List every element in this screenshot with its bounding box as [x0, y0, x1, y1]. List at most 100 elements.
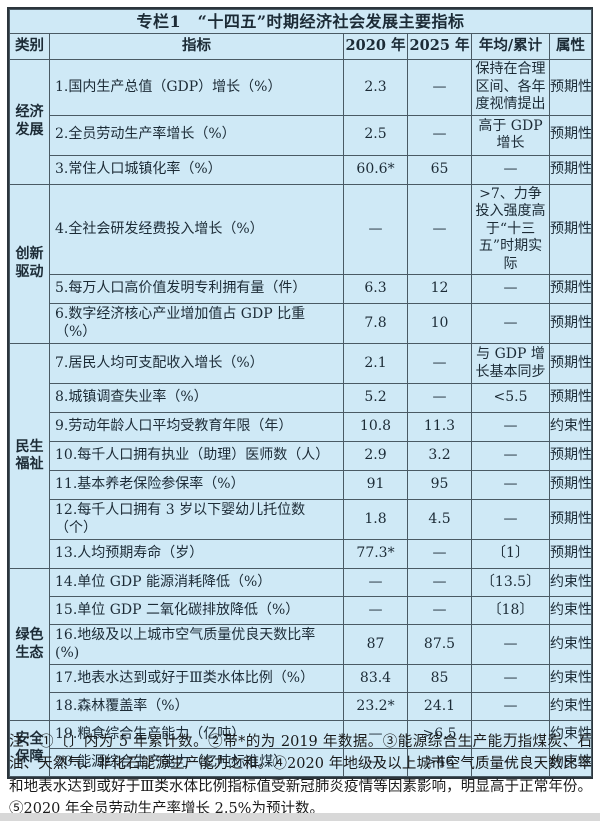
value-2020-cell: —: [343, 568, 408, 597]
attribute-cell: 预期性: [548, 539, 593, 569]
value-2025-cell: 85: [407, 664, 472, 693]
value-2025-cell: 3.2: [407, 441, 472, 471]
indicator-cell: 3.常住人口城镇化率（%）: [49, 154, 344, 185]
table-row: 18.森林覆盖率（%） 23.2* 24.1 — 约束性: [10, 692, 593, 721]
attribute-cell: 预期性: [548, 470, 593, 500]
indicator-cell: 18.森林覆盖率（%）: [49, 692, 344, 721]
annual-cell: —: [471, 692, 550, 721]
indicators-table: 专栏1 “十四五”时期经济社会发展主要指标 类别 指标 2020 年 2025 …: [7, 7, 593, 779]
indicator-cell: 4.全社会研发经费投入增长（%）: [49, 183, 344, 275]
annual-cell: —: [471, 624, 550, 665]
category-cell-innovation-driven: 创新驱动: [9, 183, 50, 344]
attribute-cell: 约束性: [548, 664, 593, 693]
table-row: 3.常住人口城镇化率（%） 60.6* 65 — 预期性: [10, 154, 593, 185]
indicator-cell: 6.数字经济核心产业增加值占 GDP 比重（%）: [49, 303, 344, 344]
value-2025-cell: 11.3: [407, 412, 472, 442]
annual-cell: 〔13.5〕: [471, 568, 550, 597]
annual-cell: 保持在合理区间、各年度视情提出: [471, 59, 550, 116]
table-row: 2.全员劳动生产率增长（%） 2.5 — 高于 GDP 增长 预期性: [10, 114, 593, 156]
annual-cell: —: [471, 154, 550, 185]
value-2025-cell: 4.5: [407, 499, 472, 540]
attribute-cell: 约束性: [548, 596, 593, 625]
value-2025-cell: 95: [407, 470, 472, 500]
table-row: 9.劳动年龄人口平均受教育年限（年） 10.8 11.3 — 约束性: [10, 412, 593, 442]
column-header-attribute: 属性: [548, 33, 593, 60]
table-row: 8.城镇调查失业率（%） 5.2 — <5.5 预期性: [10, 383, 593, 413]
indicator-cell: 20.能源综合生产能力（亿吨标准煤）: [49, 748, 344, 777]
table-row: 6.数字经济核心产业增加值占 GDP 比重（%） 7.8 10 — 预期性: [10, 303, 593, 344]
table-row: 5.每万人口高价值发明专利拥有量（件） 6.3 12 — 预期性: [10, 274, 593, 304]
bottom-edge-strip: [0, 813, 600, 821]
indicator-cell: 12.每千人口拥有 3 岁以下婴幼儿托位数（个）: [49, 499, 344, 540]
value-2020-cell: 1.8: [343, 499, 408, 540]
annual-cell: —: [471, 748, 550, 777]
attribute-cell: 预期性: [548, 441, 593, 471]
value-2020-cell: 6.3: [343, 274, 408, 304]
indicator-cell: 9.劳动年龄人口平均受教育年限（年）: [49, 412, 344, 442]
value-2025-cell: >6.5: [407, 720, 472, 749]
value-2020-cell: 2.1: [343, 343, 408, 384]
indicator-cell: 1.国内生产总值（GDP）增长（%）: [49, 59, 344, 116]
value-2025-cell: 87.5: [407, 624, 472, 665]
annual-cell: 高于 GDP 增长: [471, 114, 550, 156]
attribute-cell: 约束性: [548, 748, 593, 777]
category-cell-livelihood-wellbeing: 民生福祉: [9, 343, 50, 569]
value-2020-cell: —: [343, 720, 408, 749]
value-2020-cell: —: [343, 596, 408, 625]
category-cell-economic-development: 经济发展: [9, 59, 50, 185]
table-title: 专栏1 “十四五”时期经济社会发展主要指标: [8, 9, 593, 34]
table-row: 11.基本养老保险参保率（%） 91 95 — 预期性: [10, 470, 593, 500]
value-2025-cell: >46: [407, 748, 472, 777]
annual-cell: —: [471, 664, 550, 693]
attribute-cell: 约束性: [548, 412, 593, 442]
value-2025-cell: —: [407, 183, 472, 275]
annual-cell: —: [471, 441, 550, 471]
attribute-cell: 预期性: [548, 154, 593, 185]
annual-cell: —: [471, 303, 550, 344]
indicator-cell: 14.单位 GDP 能源消耗降低（%）: [49, 568, 344, 597]
value-2025-cell: 10: [407, 303, 472, 344]
attribute-cell: 预期性: [548, 114, 593, 156]
indicator-cell: 8.城镇调查失业率（%）: [49, 383, 344, 413]
value-2020-cell: 91: [343, 470, 408, 500]
value-2020-cell: 5.2: [343, 383, 408, 413]
value-2025-cell: —: [407, 568, 472, 597]
annual-cell: —: [471, 412, 550, 442]
category-cell-green-ecology: 绿色生态: [9, 568, 50, 721]
indicator-cell: 16.地级及以上城市空气质量优良天数比率(%): [49, 624, 344, 665]
attribute-cell: 预期性: [548, 303, 593, 344]
table-title-row: 专栏1 “十四五”时期经济社会发展主要指标: [8, 9, 593, 34]
value-2020-cell: 2.3: [343, 59, 408, 116]
value-2020-cell: 87: [343, 624, 408, 665]
annual-cell: 与 GDP 增长基本同步: [471, 343, 550, 384]
value-2025-cell: —: [407, 343, 472, 384]
table-row: 20.能源综合生产能力（亿吨标准煤） — >46 — 约束性: [10, 748, 593, 777]
table-row: 17.地表水达到或好于Ⅲ类水体比例（%） 83.4 85 — 约束性: [10, 664, 593, 693]
indicator-cell: 13.人均预期寿命（岁）: [49, 539, 344, 569]
value-2025-cell: 12: [407, 274, 472, 304]
annual-cell: >7、力争投入强度高于“十三五”时期实际: [471, 183, 550, 275]
indicator-cell: 10.每千人口拥有执业（助理）医师数（人）: [49, 441, 344, 471]
column-header-2025: 2025 年: [407, 33, 472, 60]
value-2020-cell: 2.9: [343, 441, 408, 471]
table-row: 10.每千人口拥有执业（助理）医师数（人） 2.9 3.2 — 预期性: [10, 441, 593, 471]
attribute-cell: 约束性: [548, 624, 593, 665]
value-2025-cell: —: [407, 114, 472, 156]
indicator-cell: 5.每万人口高价值发明专利拥有量（件）: [49, 274, 344, 304]
indicator-cell: 11.基本养老保险参保率（%）: [49, 470, 344, 500]
value-2025-cell: 65: [407, 154, 472, 185]
annual-cell: 〔1〕: [471, 539, 550, 569]
indicator-cell: 7.居民人均可支配收入增长（%）: [49, 343, 344, 384]
value-2020-cell: 83.4: [343, 664, 408, 693]
table-row: 13.人均预期寿命（岁） 77.3* — 〔1〕 预期性: [10, 539, 593, 569]
value-2020-cell: 7.8: [343, 303, 408, 344]
attribute-cell: 约束性: [548, 568, 593, 597]
indicator-cell: 17.地表水达到或好于Ⅲ类水体比例（%）: [49, 664, 344, 693]
annual-cell: —: [471, 470, 550, 500]
table-row: 经济发展 1.国内生产总值（GDP）增长（%） 2.3 — 保持在合理区间、各年…: [9, 59, 593, 185]
table-row: 创新驱动 4.全社会研发经费投入增长（%） — — >7、力争投入强度高于“十三…: [9, 183, 593, 344]
annual-cell: 〔18〕: [471, 596, 550, 625]
value-2020-cell: —: [343, 183, 408, 275]
table-row: 15.单位 GDP 二氧化碳排放降低（%） — — 〔18〕 约束性: [10, 596, 593, 625]
